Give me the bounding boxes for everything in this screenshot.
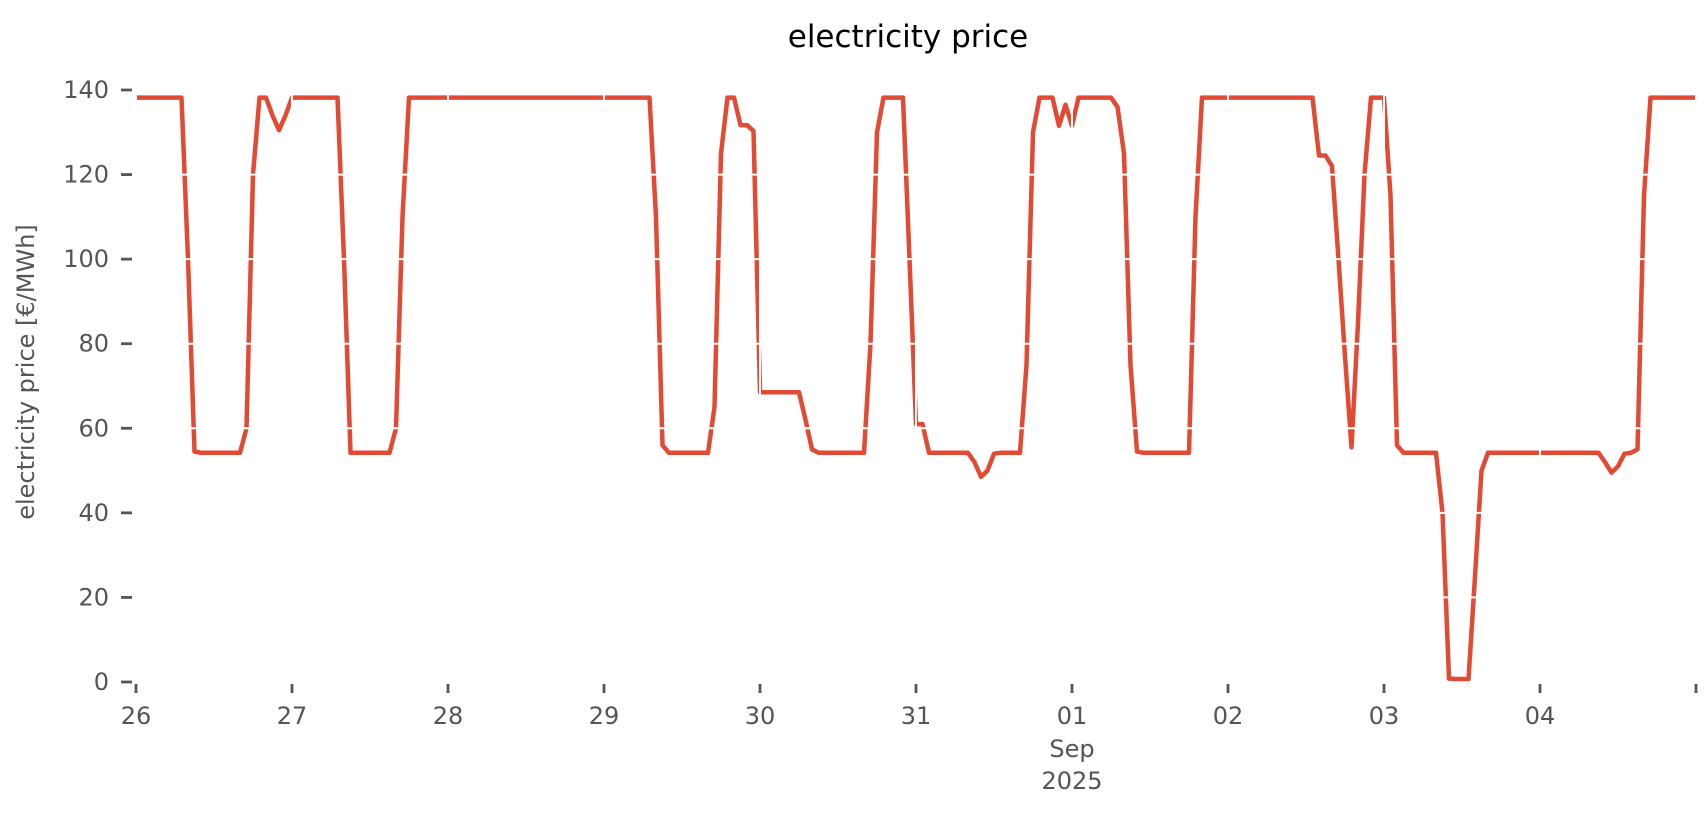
x-tick-label: 03 <box>1369 702 1400 730</box>
grid-overlay <box>135 80 1697 680</box>
y-tick-label: 80 <box>78 330 109 358</box>
y-tick-label: 20 <box>78 583 109 611</box>
y-axis-ticks: 0 20 40 60 80 100 120 140 <box>63 76 132 696</box>
x-tick-label: 02 <box>1213 702 1244 730</box>
y-tick-label: 0 <box>94 668 109 696</box>
y-tick-label: 40 <box>78 499 109 527</box>
chart-title: electricity price <box>788 19 1028 55</box>
month-label: Sep <box>1049 735 1094 763</box>
x-tick-label: 01 <box>1057 702 1088 730</box>
x-tick-label: 04 <box>1525 702 1556 730</box>
year-label: 2025 <box>1041 767 1102 795</box>
y-tick-label: 60 <box>78 414 109 442</box>
x-tick-label: 26 <box>121 702 152 730</box>
x-tick-label: 30 <box>745 702 776 730</box>
x-axis-ticks: 26 27 28 29 30 31 01 Sep 2025 02 03 04 <box>121 684 1698 795</box>
x-tick-label: 31 <box>901 702 932 730</box>
x-tick-label: 29 <box>589 702 620 730</box>
y-axis-label: electricity price [€/MWh] <box>12 224 40 520</box>
y-tick-label: 100 <box>63 245 109 273</box>
x-tick-label: 27 <box>277 702 308 730</box>
y-tick-label: 120 <box>63 161 109 189</box>
x-tick-label: 28 <box>433 702 464 730</box>
y-tick-label: 140 <box>63 76 109 104</box>
